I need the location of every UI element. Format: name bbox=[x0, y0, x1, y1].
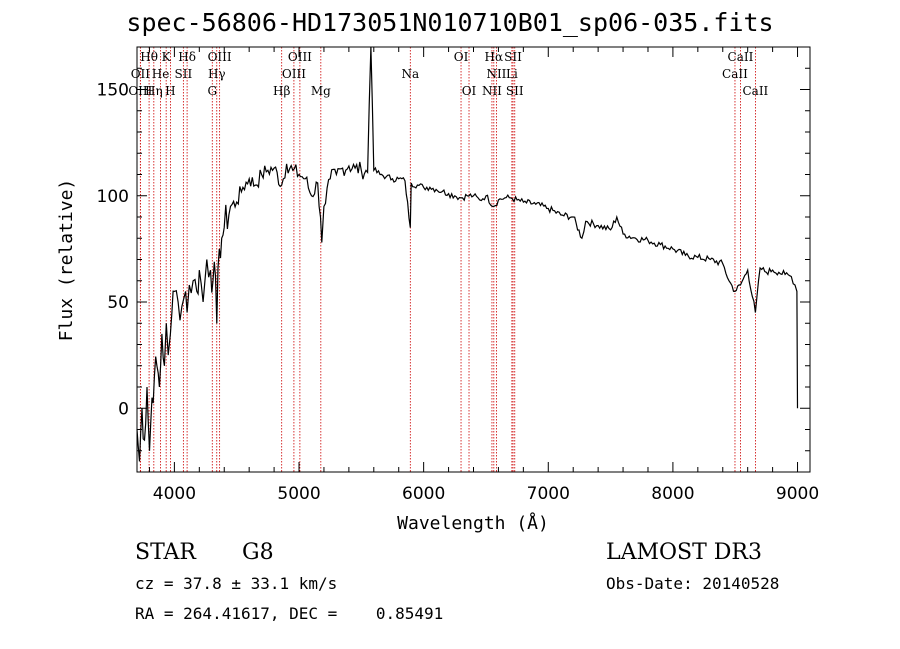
spectral-line-label: SII bbox=[504, 50, 522, 64]
x-tick-label: 8000 bbox=[651, 484, 694, 504]
spectral-line-label: H bbox=[165, 84, 175, 98]
x-axis-label: Wavelength (Å) bbox=[397, 512, 549, 534]
y-tick-label: 50 bbox=[107, 293, 129, 313]
spectrum-series-line bbox=[136, 46, 799, 462]
spectral-line-label: CaII bbox=[722, 67, 748, 81]
subclass: G8 bbox=[242, 540, 274, 565]
y-tick-label: 100 bbox=[97, 187, 129, 207]
spectral-line-label: OI bbox=[462, 84, 477, 98]
spectral-line-label: OII bbox=[131, 67, 151, 81]
coordinates: RA = 264.41617, DEC = 0.85491 bbox=[135, 604, 444, 623]
spectral-line-label: OIII bbox=[128, 84, 152, 98]
x-tick-label: 4000 bbox=[153, 484, 196, 504]
chart-title: spec-56806-HD173051N010710B01_sp06-035.f… bbox=[126, 8, 774, 37]
spectral-line-label: Hγ bbox=[208, 67, 226, 81]
y-axis-label: Flux (relative) bbox=[56, 179, 77, 342]
spectral-line-label: NII bbox=[486, 67, 506, 81]
spectral-line-label: Hβ bbox=[273, 84, 290, 98]
x-tick-label: 7000 bbox=[527, 484, 570, 504]
spectral-line-label: He bbox=[152, 67, 170, 81]
spectral-line-label: NII bbox=[482, 84, 502, 98]
spectral-line-label: OIII bbox=[288, 50, 312, 64]
x-tick-label: 9000 bbox=[776, 484, 819, 504]
spectral-line-label: OI bbox=[454, 50, 469, 64]
y-tick-label: 0 bbox=[118, 399, 129, 419]
x-tick-label: 5000 bbox=[277, 484, 320, 504]
spectral-line-label: K bbox=[162, 50, 172, 64]
obs-date: Obs-Date: 20140528 bbox=[606, 574, 780, 593]
spectral-line-label: OIII bbox=[282, 67, 306, 81]
spectral-line-label: Hη bbox=[145, 84, 163, 98]
spectral-line-label: Mg bbox=[311, 84, 331, 98]
spectral-line-label: SII bbox=[175, 67, 193, 81]
spectral-line-label: G bbox=[207, 84, 217, 98]
spectral-line-label: SII bbox=[506, 84, 524, 98]
y-tick-label: 150 bbox=[97, 81, 129, 101]
spectral-line-label: Li bbox=[506, 67, 518, 81]
object-type: STAR bbox=[135, 540, 196, 565]
x-tick-label: 6000 bbox=[402, 484, 445, 504]
spectral-line-label: OIII bbox=[208, 50, 232, 64]
plot-frame bbox=[136, 46, 811, 473]
spectral-line-label: CaII bbox=[728, 50, 754, 64]
spectral-line-label: CaII bbox=[742, 84, 768, 98]
spectral-line-label: Hδ bbox=[178, 50, 196, 64]
survey-name: LAMOST DR3 bbox=[606, 540, 762, 565]
spectral-lines-layer bbox=[139, 47, 756, 472]
spectral-line-label: Na bbox=[401, 67, 419, 81]
spectral-line-label: Hα bbox=[485, 50, 504, 64]
redshift-readout: cz = 37.8 ± 33.1 km/s bbox=[135, 574, 338, 593]
spectral-line-label: Hθ bbox=[140, 50, 158, 64]
axis-ticks: 4000 5000 6000 7000 8000 9000 0 50 100 150 bbox=[97, 47, 819, 504]
